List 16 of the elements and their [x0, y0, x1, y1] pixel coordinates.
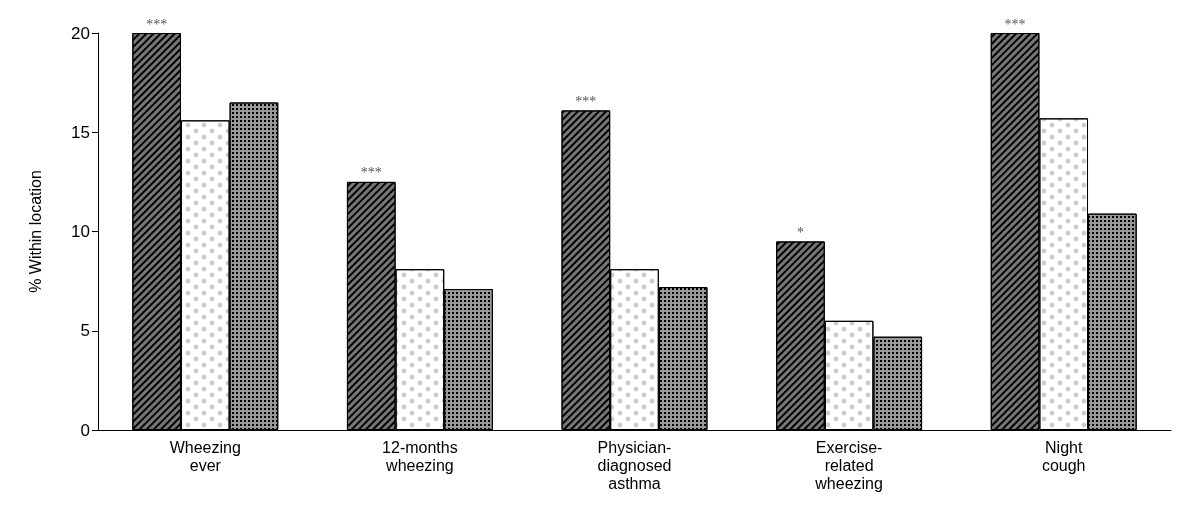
y-tick-label: 20: [71, 23, 90, 43]
y-tick-label: 10: [71, 222, 90, 241]
x-tick-label: 12-months wheezing: [382, 438, 458, 474]
data-label: ***: [146, 16, 168, 32]
y-axis-title: % Within location: [26, 170, 44, 293]
x-tick-label: Night cough: [1041, 438, 1086, 474]
data-label: ***: [1004, 16, 1026, 32]
x-tick-label: Physician- diagnosed asthma: [597, 438, 672, 492]
data-label: *: [796, 224, 804, 240]
data-label: ***: [360, 165, 382, 181]
y-tick-label: 0: [80, 420, 90, 440]
data-label: ***: [575, 93, 597, 109]
x-tick-label: Wheezing ever: [169, 438, 241, 474]
y-tick-label: 5: [80, 321, 90, 341]
y-tick-label: 15: [71, 122, 90, 142]
x-tick-label: Exercise- related wheezing: [814, 438, 883, 492]
